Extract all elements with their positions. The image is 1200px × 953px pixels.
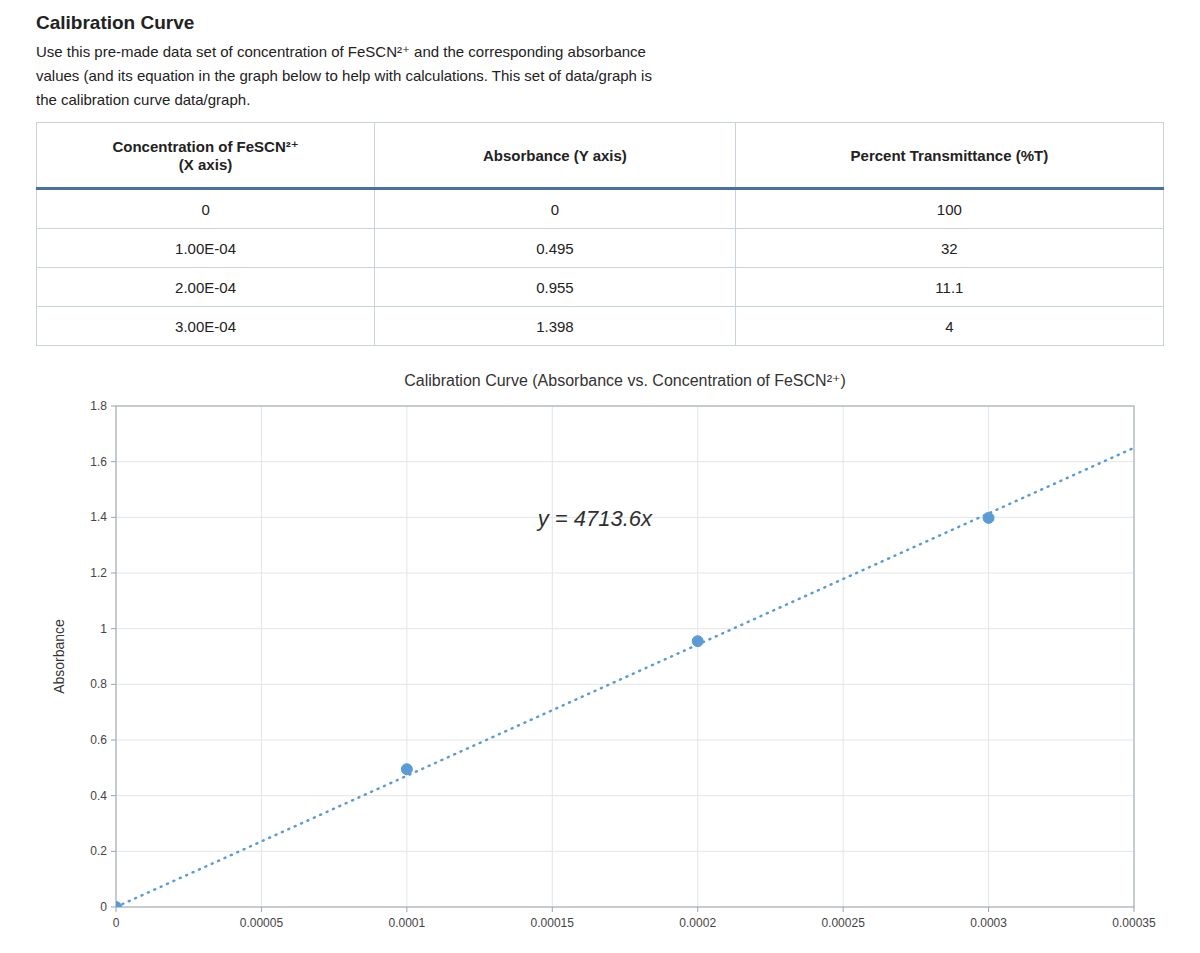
- description-line: Use this pre-made data set of concentrat…: [36, 40, 1164, 64]
- y-tick-label: 0: [100, 900, 107, 914]
- grid-line-x: [552, 406, 553, 907]
- x-tick-label: 0.0002: [679, 916, 716, 930]
- table-header-text: Percent Transmittance (%T): [742, 147, 1157, 164]
- grid-line-x: [406, 406, 407, 907]
- y-tick-label: 0.6: [90, 733, 107, 747]
- plot-frame: [116, 406, 1134, 907]
- chart-title: Calibration Curve (Absorbance vs. Concen…: [404, 372, 846, 389]
- y-tick-label: 1.6: [90, 455, 107, 469]
- x-tick-label: 0: [113, 916, 120, 930]
- y-tick-label: 1.2: [90, 566, 107, 580]
- grid-line-x: [697, 406, 698, 907]
- grid-line-y: [116, 684, 1134, 685]
- grid-line-y: [116, 740, 1134, 741]
- x-tick: [697, 907, 698, 912]
- heading: Calibration Curve: [36, 12, 1164, 34]
- table-row: 3.00E-041.3984: [37, 307, 1164, 346]
- table-cell: 0: [37, 189, 375, 229]
- y-tick: [111, 573, 116, 574]
- table-cell: 0: [375, 189, 736, 229]
- table-row: 1.00E-040.49532: [37, 229, 1164, 268]
- y-tick-label: 1: [100, 622, 107, 636]
- y-tick: [111, 851, 116, 852]
- x-tick: [1134, 907, 1135, 912]
- table-cell: 0.495: [375, 229, 736, 268]
- x-tick-label: 0.00005: [240, 916, 284, 930]
- chart: Calibration Curve (Absorbance vs. Concen…: [36, 360, 1164, 945]
- grid-line-y: [116, 795, 1134, 796]
- x-tick: [552, 907, 553, 912]
- table-header-cell: Absorbance (Y axis): [375, 123, 736, 189]
- grid-line-y: [116, 461, 1134, 462]
- x-tick-label: 0.0003: [970, 916, 1007, 930]
- table-head: Concentration of FeSCN²⁺(X axis) Absorban…: [37, 123, 1164, 189]
- x-tick: [406, 907, 407, 912]
- table-cell: 32: [735, 229, 1163, 268]
- marks: [116, 448, 1134, 907]
- x-tick: [843, 907, 844, 912]
- y-tick: [111, 740, 116, 741]
- y-axis-label: Absorbance: [51, 619, 67, 694]
- x-tick: [988, 907, 989, 912]
- data-point: [983, 512, 994, 523]
- y-tick: [111, 907, 116, 908]
- table-row: 00100: [37, 189, 1164, 229]
- y-tick: [111, 684, 116, 685]
- x-tick-label: 0.00025: [821, 916, 865, 930]
- x-tick: [116, 907, 117, 912]
- table-header-text: Concentration of FeSCN²⁺: [43, 138, 368, 156]
- table-cell: 3.00E-04: [37, 307, 375, 346]
- grid-line-y: [116, 851, 1134, 852]
- data-point: [692, 636, 703, 647]
- grid-line-y: [116, 628, 1134, 629]
- y-tick: [111, 628, 116, 629]
- table-header-cell: Concentration of FeSCN²⁺(X axis): [37, 123, 375, 189]
- table-cell: 0.955: [375, 268, 736, 307]
- y-tick-label: 1.8: [90, 399, 107, 413]
- description: Use this pre-made data set of concentrat…: [36, 40, 1164, 112]
- table-header-row: Concentration of FeSCN²⁺(X axis) Absorban…: [37, 123, 1164, 189]
- table-row: 2.00E-040.95511.1: [37, 268, 1164, 307]
- y-tick: [111, 795, 116, 796]
- equation-annotation: y = 4713.6x: [536, 506, 653, 531]
- grid-line-y: [116, 573, 1134, 574]
- y-tick-label: 0.4: [90, 789, 107, 803]
- x-tick: [261, 907, 262, 912]
- y-tick: [111, 517, 116, 518]
- y-tick-label: 0.2: [90, 844, 107, 858]
- table-body: 001001.00E-040.495322.00E-040.95511.13.0…: [37, 189, 1164, 346]
- x-tick-label: 0.00015: [531, 916, 575, 930]
- table-cell: 2.00E-04: [37, 268, 375, 307]
- y-tick-label: 0.8: [90, 677, 107, 691]
- y-tick: [111, 406, 116, 407]
- data-point: [116, 902, 122, 908]
- data-point: [401, 764, 412, 775]
- axes: 0 0.00005 0.0001 0.00015 0.0002 0.00025 0.0003…: [90, 399, 1156, 930]
- grid: [116, 406, 1134, 907]
- y-tick-label: 1.4: [90, 510, 107, 524]
- description-line: values (and its equation in the graph be…: [36, 64, 1164, 88]
- table-header-cell: Percent Transmittance (%T): [735, 123, 1163, 189]
- grid-line-x: [843, 406, 844, 907]
- x-tick-label: 0.00035: [1112, 916, 1156, 930]
- grid-line-x: [261, 406, 262, 907]
- grid-line-x: [988, 406, 989, 907]
- plot-background: [116, 406, 1134, 907]
- y-tick: [111, 461, 116, 462]
- trend-line: [116, 448, 1134, 907]
- table-header-text: Absorbance (Y axis): [381, 147, 729, 164]
- table-cell: 1.398: [375, 307, 736, 346]
- table-cell: 11.1: [735, 268, 1163, 307]
- description-line: the calibration curve data/graph.: [36, 88, 1164, 112]
- table-cell: 4: [735, 307, 1163, 346]
- table-cell: 100: [735, 189, 1163, 229]
- table-header-text: (X axis): [43, 156, 368, 173]
- page: Calibration Curve Use this pre-made data …: [0, 0, 1200, 945]
- x-tick-label: 0.0001: [389, 916, 426, 930]
- data-table: Concentration of FeSCN²⁺(X axis) Absorban…: [36, 122, 1164, 346]
- table-cell: 1.00E-04: [37, 229, 375, 268]
